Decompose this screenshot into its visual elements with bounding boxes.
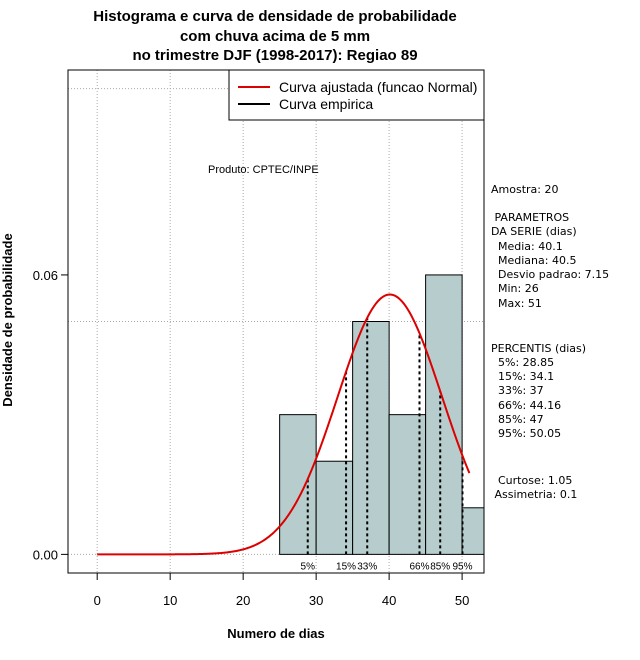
histogram-bar xyxy=(388,414,427,555)
legend-box xyxy=(228,69,485,121)
histogram-bar xyxy=(279,414,317,555)
histogram-bar xyxy=(352,321,390,555)
stat-p85: 85%: 47 xyxy=(491,413,544,426)
legend: Curva ajustada (funcao Normal) Curva emp… xyxy=(228,69,485,121)
stat-sample: Amostra: 20 xyxy=(491,183,558,196)
product-annotation: Produto: CPTEC/INPE xyxy=(208,164,319,176)
histogram-bar xyxy=(461,507,484,555)
stat-p95: 95%: 50.05 xyxy=(491,427,561,440)
x-tick-label: 0 xyxy=(94,593,101,608)
x-axis-label: Numero de dias xyxy=(227,626,325,641)
stat-min: Min: 26 xyxy=(491,282,539,295)
histogram-bar xyxy=(425,274,463,555)
x-axis: 0 10 20 30 40 50 xyxy=(94,572,469,608)
stat-sd: Desvio padrao: 7.15 xyxy=(491,268,609,281)
stat-kurtosis: Curtose: 1.05 xyxy=(491,474,572,487)
x-tick-label: 10 xyxy=(163,593,177,608)
stat-p33: 33%: 37 xyxy=(491,384,544,397)
normal-curve xyxy=(97,293,471,556)
percentile-label: 66% xyxy=(409,561,429,572)
y-tick-label: 0.06 xyxy=(33,268,58,283)
stat-mean: Media: 40.1 xyxy=(491,240,563,253)
stats-panel: Amostra: 20 PARAMETROS DA SERIE (dias) M… xyxy=(491,183,609,501)
percentile-label: 33% xyxy=(357,561,377,572)
histogram-bar xyxy=(315,460,354,555)
histogram-bars xyxy=(279,274,484,555)
stat-p15: 15%: 34.1 xyxy=(491,370,554,383)
percentile-label: 15% xyxy=(336,561,356,572)
stat-percentiles-header: PERCENTIS (dias) xyxy=(491,342,586,355)
chart-title-line-3: no trimestre DJF (1998-2017): Regiao 89 xyxy=(132,47,417,64)
x-tick-label: 20 xyxy=(236,593,250,608)
stat-params-header-2: DA SERIE (dias) xyxy=(491,225,577,238)
percentile-label: 95% xyxy=(452,561,472,572)
y-axis-label: Densidade de probabilidade xyxy=(0,233,15,406)
y-tick-label: 0.00 xyxy=(33,547,58,562)
legend-label-normal: Curva ajustada (funcao Normal) xyxy=(279,79,477,95)
chart-title-line-1: Histograma e curva de densidade de proba… xyxy=(93,8,456,25)
x-tick-label: 50 xyxy=(455,593,469,608)
stat-p66: 66%: 44.16 xyxy=(491,399,561,412)
percentile-label: 85% xyxy=(430,561,450,572)
x-tick-label: 30 xyxy=(309,593,323,608)
chart-title-line-2: com chuva acima de 5 mm xyxy=(180,28,370,45)
legend-label-empirical: Curva empirica xyxy=(279,96,373,112)
stat-params-header-1: PARAMETROS xyxy=(491,211,569,224)
stat-max: Max: 51 xyxy=(491,297,542,310)
stat-p5: 5%: 28.85 xyxy=(491,356,554,369)
stat-median: Mediana: 40.5 xyxy=(491,254,576,267)
stat-skewness: Assimetria: 0.1 xyxy=(491,488,577,501)
x-tick-label: 40 xyxy=(382,593,396,608)
normal-curve-line xyxy=(97,293,471,556)
percentile-lines: 5% 15% 33% 66% 85% 95% xyxy=(301,317,473,572)
percentile-label: 5% xyxy=(301,561,316,572)
y-axis: 0.00 0.06 xyxy=(33,268,69,562)
